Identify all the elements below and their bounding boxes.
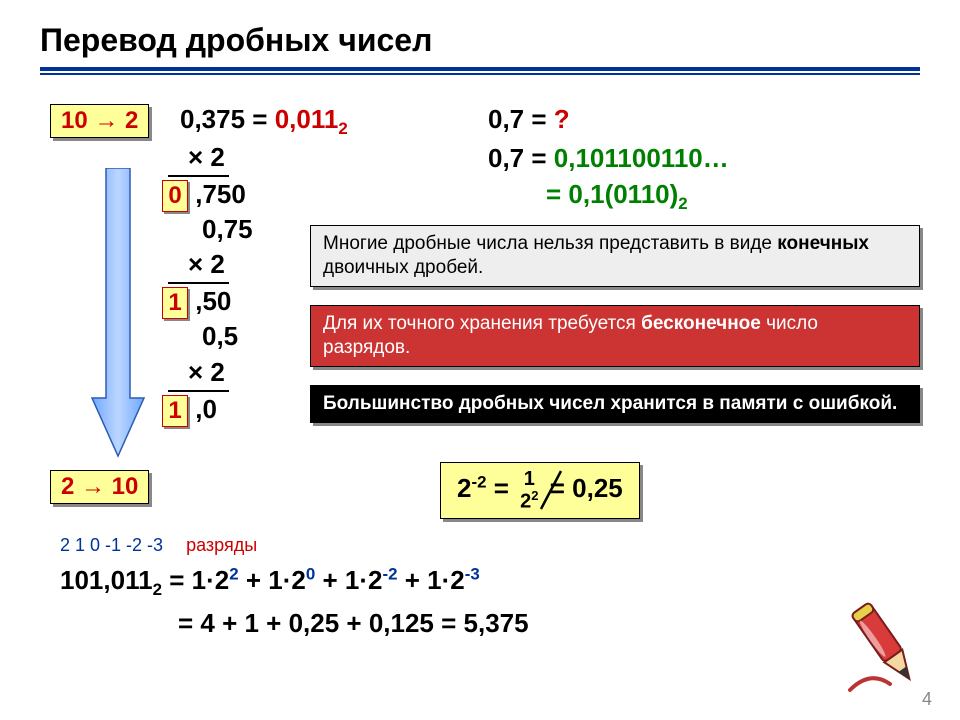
note1-b: конечных [777,233,869,254]
f-eq: = [487,473,517,503]
question-07: 0,7 = ? [488,104,570,135]
example-0375: 0,375 = 0,0112 [180,104,348,139]
slide-title: Перевод дробных чисел [40,22,920,59]
lhs-result-val: 0,011 [275,104,339,134]
lhs-text: 0,375 = [180,104,267,134]
p1: + [246,565,268,595]
frac-slash-icon [537,467,565,515]
ans2-lhs: = [546,179,568,209]
t3a: 1·2 [345,565,383,595]
frac-num: 1 [520,469,538,489]
page-number: 4 [922,689,932,710]
expansion: 101,0112 = 1·22 + 1·20 + 1·2-2 + 1·2-3 =… [60,560,529,645]
note1-c: двоичных дробей. [323,257,483,278]
multiply-column: × 2 0 ,750 0,75 × 2 1 ,50 0,5 × 2 1 ,0 [168,140,253,427]
mul-3: × 2 [168,355,229,392]
q-lhs: 0,7 = [488,104,554,134]
ranks-values: 2 1 0 -1 -2 -3 [60,535,163,555]
t1e: 2 [229,564,238,583]
p2: + [322,565,344,595]
t1a: 1·2 [192,565,230,595]
t4a: 1·2 [427,565,465,595]
note2-a: Для их точного хранения требуется [323,313,641,334]
rem-1: ,50 [195,286,231,316]
note3-text: Большинство дробных чисел хранится в пам… [323,393,897,414]
digit-1a: 1 [162,287,188,319]
f-base: 2 [457,473,471,503]
note-infinite: Для их точного хранения требуется бескон… [310,305,920,367]
rem-2: ,0 [195,394,217,424]
arrow-down-icon [88,168,148,458]
f-exp: -2 [471,473,486,492]
note-finite: Многие дробные числа нельзя представить … [310,225,920,287]
expand-eq: = [169,565,191,595]
expand-line2: = 4 + 1 + 0,25 + 0,125 = 5,375 [60,603,529,645]
t4e: -3 [465,564,480,583]
lhs-result: 0,0112 [275,104,348,134]
ans2-sub: 2 [678,195,687,214]
rem-0: ,750 [195,179,246,209]
t2e: 0 [306,564,315,583]
val-075: 0,75 [168,212,253,247]
p3: + [405,565,427,595]
ans2-rhs: 0,1(0110) [568,179,678,209]
mul-1: × 2 [168,140,229,177]
rule-thin [40,73,920,75]
formula-2neg2: 2-2 = 1 22 = 0,25 [440,462,640,519]
t2a: 1·2 [268,565,306,595]
mul-2: × 2 [168,247,229,284]
frac-den-base: 2 [520,491,531,513]
lhs-result-sub: 2 [338,119,347,138]
digit-0: 0 [162,180,188,212]
val-05: 0,5 [168,319,238,354]
ranks-word: разряды [186,535,257,555]
answer-07: 0,7 = 0,101100110… = 0,1(0110)2 [488,140,729,216]
bit-rank-labels: 2 1 0 -1 -2 -3 разряды [60,535,257,556]
digit-1b: 1 [162,395,188,427]
ans1-lhs: 0,7 = [488,143,554,173]
note-error: Большинство дробных чисел хранится в пам… [310,385,920,423]
rule-thick [40,67,920,71]
badge-10-to-2: 10 → 2 [50,104,149,138]
fraction: 1 22 [520,469,538,512]
pencil-icon [832,592,942,702]
note1-a: Многие дробные числа нельзя представить … [323,233,777,254]
ans1-rhs: 0,101100110… [554,143,729,173]
t3e: -2 [382,564,397,583]
note2-b: бесконечное [641,313,761,334]
badge-2-to-10: 2 → 10 [50,470,149,504]
q-mark: ? [554,104,570,134]
expand-lhs: 101,011 [60,565,153,595]
expand-sub: 2 [153,580,162,599]
